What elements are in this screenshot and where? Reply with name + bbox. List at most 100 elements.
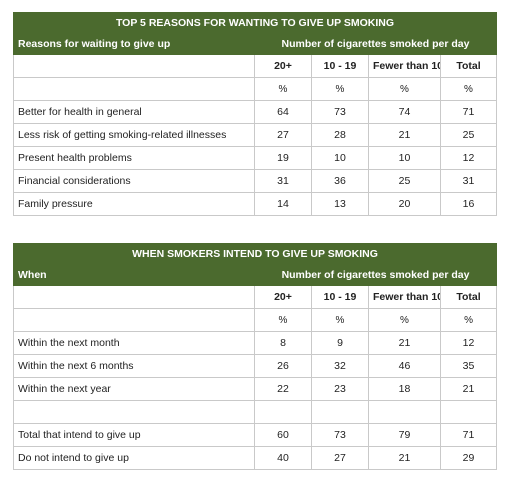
cell-value: 26 [254,354,312,378]
reasons-table: TOP 5 REASONS FOR WANTING TO GIVE UP SMO… [13,12,497,216]
unit-label: % [254,308,312,332]
cell-value [368,400,441,424]
empty-cell [13,308,255,332]
table-title: TOP 5 REASONS FOR WANTING TO GIVE UP SMO… [13,12,497,34]
unit-label: % [368,77,441,101]
cell-value: 32 [311,354,369,378]
row-label: Within the next year [13,377,255,401]
column-group-header: Number of cigarettes smoked per day [253,264,498,286]
cell-value: 9 [311,331,369,355]
cell-value: 31 [440,169,497,193]
unit-label: % [368,308,441,332]
row-label: Better for health in general [13,100,255,124]
empty-cell [13,77,255,101]
cell-value: 20 [368,192,441,216]
cell-value: 22 [254,377,312,401]
unit-label: % [311,77,369,101]
cell-value: 73 [311,423,369,447]
column-label: Fewer than 10 [368,285,441,309]
unit-label: % [254,77,312,101]
table-title-row: TOP 5 REASONS FOR WANTING TO GIVE UP SMO… [13,12,497,34]
unit-label: % [440,77,497,101]
column-label: 10 - 19 [311,285,369,309]
cell-value: 73 [311,100,369,124]
cell-value: 27 [311,446,369,470]
cell-value: 19 [254,146,312,170]
cell-value [254,400,312,424]
row-header: When [13,264,255,286]
empty-cell [13,285,255,309]
cell-value: 8 [254,331,312,355]
cell-value: 18 [368,377,441,401]
table-row: Present health problems 19 10 10 12 [13,146,497,170]
units-row: %%%% [13,77,497,101]
cell-value: 60 [254,423,312,447]
table-row: Better for health in general 64 73 74 71 [13,100,497,124]
unit-label: % [311,308,369,332]
column-label: Total [440,54,497,78]
cell-value: 40 [254,446,312,470]
cell-value: 74 [368,100,441,124]
row-label: Total that intend to give up [13,423,255,447]
cell-value: 29 [439,446,498,470]
column-label: 10 - 19 [311,54,369,78]
column-labels-row: 20+ 10 - 19 Fewer than 10 Total [13,285,498,309]
spacer-row [13,400,498,424]
table-row: Total that intend to give up 60 73 79 71 [13,423,498,447]
table-title-row: WHEN SMOKERS INTEND TO GIVE UP SMOKING [12,243,498,265]
cell-value: 28 [311,123,369,147]
table-header-row: Reasons for waiting to give up Number of … [13,33,497,55]
row-label: Family pressure [13,192,255,216]
intent-table: WHEN SMOKERS INTEND TO GIVE UP SMOKING Wh… [12,243,498,470]
table-row: Less risk of getting smoking-related ill… [13,123,497,147]
table-row: Family pressure 14 13 20 16 [13,192,497,216]
row-label [13,400,255,424]
cell-value: 10 [311,146,369,170]
cell-value: 21 [439,377,498,401]
cell-value: 46 [368,354,441,378]
cell-value: 27 [254,123,312,147]
cell-value: 23 [311,377,369,401]
table-row: Do not intend to give up 40 27 21 29 [13,446,498,470]
column-label: 20+ [254,285,312,309]
cell-value: 21 [368,446,441,470]
column-label: Total [439,285,498,309]
column-labels-row: 20+ 10 - 19 Fewer than 10 Total [13,54,497,78]
cell-value: 35 [439,354,498,378]
row-label: Do not intend to give up [13,446,255,470]
units-row: %%%% [13,308,498,332]
table-row: Financial considerations 31 36 25 31 [13,169,497,193]
cell-value: 16 [440,192,497,216]
cell-value: 71 [439,423,498,447]
cell-value: 31 [254,169,312,193]
cell-value [439,400,498,424]
cell-value: 36 [311,169,369,193]
cell-value: 25 [368,169,441,193]
cell-value: 13 [311,192,369,216]
cell-value: 25 [440,123,497,147]
unit-label: % [439,308,498,332]
column-label: 20+ [254,54,312,78]
row-label: Within the next 6 months [13,354,255,378]
table-title: WHEN SMOKERS INTEND TO GIVE UP SMOKING [12,243,498,265]
row-label: Financial considerations [13,169,255,193]
table-row: Within the next year 22 23 18 21 [13,377,498,401]
cell-value: 14 [254,192,312,216]
column-label: Fewer than 10 [368,54,441,78]
table-header-row: When Number of cigarettes smoked per day [13,264,498,286]
table-row: Within the next 6 months 26 32 46 35 [13,354,498,378]
row-label: Less risk of getting smoking-related ill… [13,123,255,147]
row-label: Within the next month [13,331,255,355]
column-group-header: Number of cigarettes smoked per day [254,33,497,55]
cell-value [311,400,369,424]
cell-value: 79 [368,423,441,447]
cell-value: 10 [368,146,441,170]
row-label: Present health problems [13,146,255,170]
cell-value: 12 [439,331,498,355]
cell-value: 21 [368,123,441,147]
cell-value: 64 [254,100,312,124]
row-header: Reasons for waiting to give up [13,33,255,55]
cell-value: 21 [368,331,441,355]
table-row: Within the next month 8 9 21 12 [13,331,498,355]
cell-value: 71 [440,100,497,124]
